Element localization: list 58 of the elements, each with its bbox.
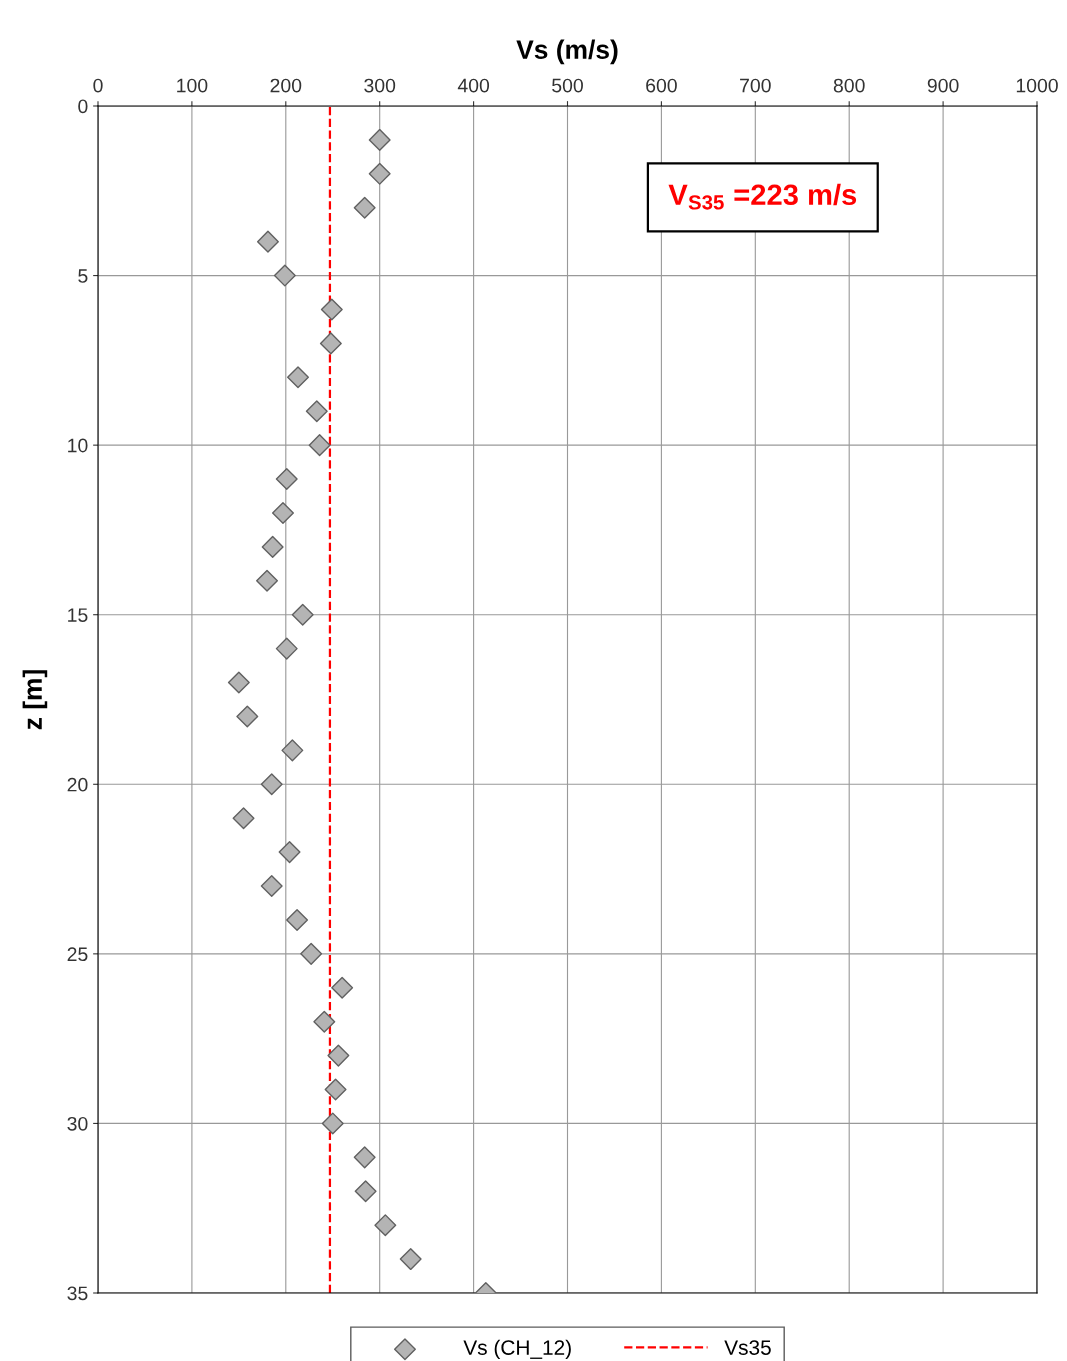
point (399, 1248, 422, 1271)
x-tick-label: 700 (740, 78, 771, 93)
point (321, 1112, 344, 1135)
point (368, 162, 391, 185)
point (313, 1010, 336, 1033)
point (368, 128, 391, 151)
point (260, 875, 283, 898)
point (260, 773, 283, 796)
y-tick-label: 15 (68, 608, 88, 622)
point (353, 1146, 376, 1169)
x-tick-label: 500 (552, 78, 583, 93)
point (300, 942, 323, 965)
point (320, 298, 343, 321)
point (256, 569, 279, 592)
y-tick-label: 30 (67, 1116, 88, 1131)
x-axis-title: Vs (m/s) (516, 39, 618, 65)
point (308, 434, 331, 457)
point (273, 264, 296, 287)
y-tick-label: 10 (68, 438, 88, 453)
annotation: V$_{S35}$ =223 m/s (668, 183, 857, 210)
point (275, 468, 298, 491)
y-tick-label: 0 (78, 99, 88, 114)
point (278, 841, 301, 864)
point (271, 501, 294, 524)
point (261, 535, 284, 558)
x-tick-label: 600 (646, 78, 677, 93)
x-tick-label: 100 (177, 78, 208, 93)
y-axis-title: z [m] (22, 670, 48, 730)
point (353, 196, 376, 219)
point (327, 1044, 350, 1067)
x-tick-label: 300 (364, 78, 396, 93)
point (287, 366, 310, 389)
x-tick-label: 0 (93, 78, 103, 93)
x-tick-label: 800 (833, 78, 865, 93)
point (291, 603, 314, 626)
point (324, 1078, 347, 1101)
point (286, 908, 309, 931)
y-tick-label: 20 (67, 777, 88, 792)
point (232, 807, 255, 830)
y-tick-label: 35 (67, 1286, 88, 1301)
point (319, 332, 342, 355)
legend-label: Vs (CH_12) (463, 1339, 571, 1360)
point (236, 705, 259, 728)
legend-label: Vs35 (724, 1340, 771, 1355)
y-tick-label: 5 (78, 269, 88, 283)
y-tick-label: 25 (67, 947, 88, 962)
point (354, 1180, 377, 1203)
point (256, 230, 279, 253)
point (275, 637, 298, 660)
point (281, 739, 304, 762)
x-tick-label: 200 (270, 78, 302, 93)
x-tick-label: 400 (457, 78, 490, 93)
point (227, 671, 250, 694)
point (331, 976, 354, 999)
point (374, 1214, 397, 1237)
x-tick-label: 1000 (1016, 78, 1058, 93)
x-tick-label: 900 (927, 78, 959, 93)
point (305, 400, 328, 423)
